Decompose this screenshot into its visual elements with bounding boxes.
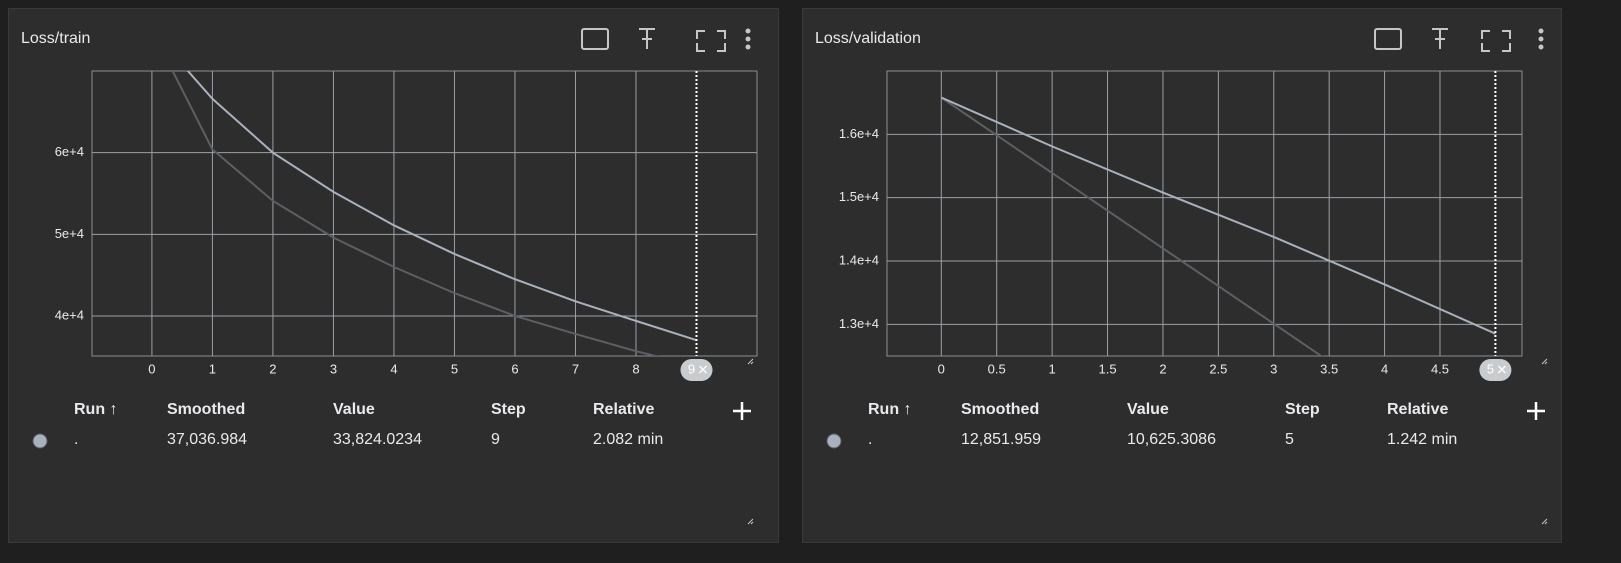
add-column	[733, 402, 751, 420]
cursor-label: 9	[688, 361, 695, 376]
x-tick-label: 7	[572, 361, 579, 376]
add-column	[1527, 402, 1545, 420]
x-tick-label: 2	[1159, 361, 1166, 376]
run-swatch	[826, 433, 842, 449]
table-cell: 1.242 min	[1387, 431, 1458, 448]
card: Loss/train 4e+4 5e+4 6e+4 0 1 2 3 4 5 6 7 8 9 Run ↑ Sm…	[8, 8, 779, 543]
table-cell: 5	[1285, 431, 1294, 448]
x-tick-label: 0	[148, 361, 155, 376]
table-cell: .	[74, 431, 79, 448]
x-tick-label: 3	[1270, 361, 1277, 376]
x-tick-label: 8	[632, 361, 639, 376]
table-cell: 10,625.3086	[1127, 431, 1216, 448]
column-header: Step	[1285, 401, 1320, 418]
table-cell: 37,036.984	[167, 431, 248, 448]
x-tick-label: 0.5	[988, 361, 1006, 376]
column-header: Run ↑	[74, 401, 118, 418]
column-header: Value	[333, 401, 375, 418]
resize-handle	[747, 358, 754, 525]
line	[940, 96, 1324, 356]
x-tick-label: 1.5	[1098, 361, 1116, 376]
column-header: Step	[491, 401, 526, 418]
column-header: Relative	[1387, 401, 1449, 418]
x-tick-label: 1	[1049, 361, 1056, 376]
card: Loss/validation 1.3e+4 1.4e+4 1.5e+4 1.6e+4 0…	[802, 8, 1562, 543]
toolbar[interactable]	[581, 28, 751, 52]
column-header: Smoothed	[961, 401, 1040, 418]
table-cell: .	[868, 431, 873, 448]
line	[940, 96, 1496, 335]
x-tick-label: 0	[938, 361, 945, 376]
y-tick-label: 6e+4	[55, 144, 84, 159]
chart-title: Loss/validation	[815, 30, 921, 47]
x-tick-label: 4	[1381, 361, 1388, 376]
x-tick-label: 4.5	[1431, 361, 1449, 376]
y-tick-label: 4e+4	[55, 307, 84, 322]
x-tick-label: 3	[330, 361, 337, 376]
chart-title: Loss/train	[21, 30, 90, 47]
resize-handle	[1541, 358, 1548, 525]
close-icon	[699, 365, 707, 374]
chart: Loss/validation 1.3e+4 1.4e+4 1.5e+4 1.6e+4 0…	[815, 28, 1548, 525]
line	[171, 71, 660, 356]
chart: Loss/train 4e+4 5e+4 6e+4 0 1 2 3 4 5 6 7 8 9	[21, 28, 758, 525]
y-tick-label: 1.5e+4	[839, 189, 879, 204]
y-tick-label: 1.3e+4	[839, 316, 879, 331]
cursor-label: 5	[1487, 361, 1494, 376]
table-cell: 2.082 min	[593, 431, 664, 448]
cursor-chip	[1479, 359, 1512, 381]
table-cell: 9	[491, 431, 500, 448]
column-header: Relative	[593, 401, 655, 418]
close-icon	[1497, 365, 1506, 374]
table-cell: 12,851.959	[961, 431, 1042, 448]
column-header: Value	[1127, 401, 1169, 418]
y-tick-label: 1.6e+4	[839, 126, 879, 141]
column-header: Smoothed	[167, 401, 246, 418]
y-tick-label: 1.4e+4	[839, 252, 879, 267]
y-tick-label: 5e+4	[55, 226, 84, 241]
x-tick-label: 3.5	[1320, 361, 1338, 376]
x-tick-label: 6	[511, 361, 518, 376]
x-tick-label: 2.5	[1209, 361, 1227, 376]
table-cell: 33,824.0234	[333, 431, 422, 448]
run-swatch	[32, 433, 48, 449]
line	[186, 71, 697, 342]
x-tick-label: 5	[451, 361, 458, 376]
plot-area	[91, 70, 758, 357]
toolbar[interactable]	[1374, 28, 1544, 52]
plot-area	[886, 70, 1523, 357]
x-tick-label: 4	[390, 361, 397, 376]
x-tick-label: 1	[209, 361, 216, 376]
cursor-chip	[680, 359, 713, 381]
column-header: Run ↑	[868, 401, 912, 418]
x-tick-label: 2	[269, 361, 276, 376]
